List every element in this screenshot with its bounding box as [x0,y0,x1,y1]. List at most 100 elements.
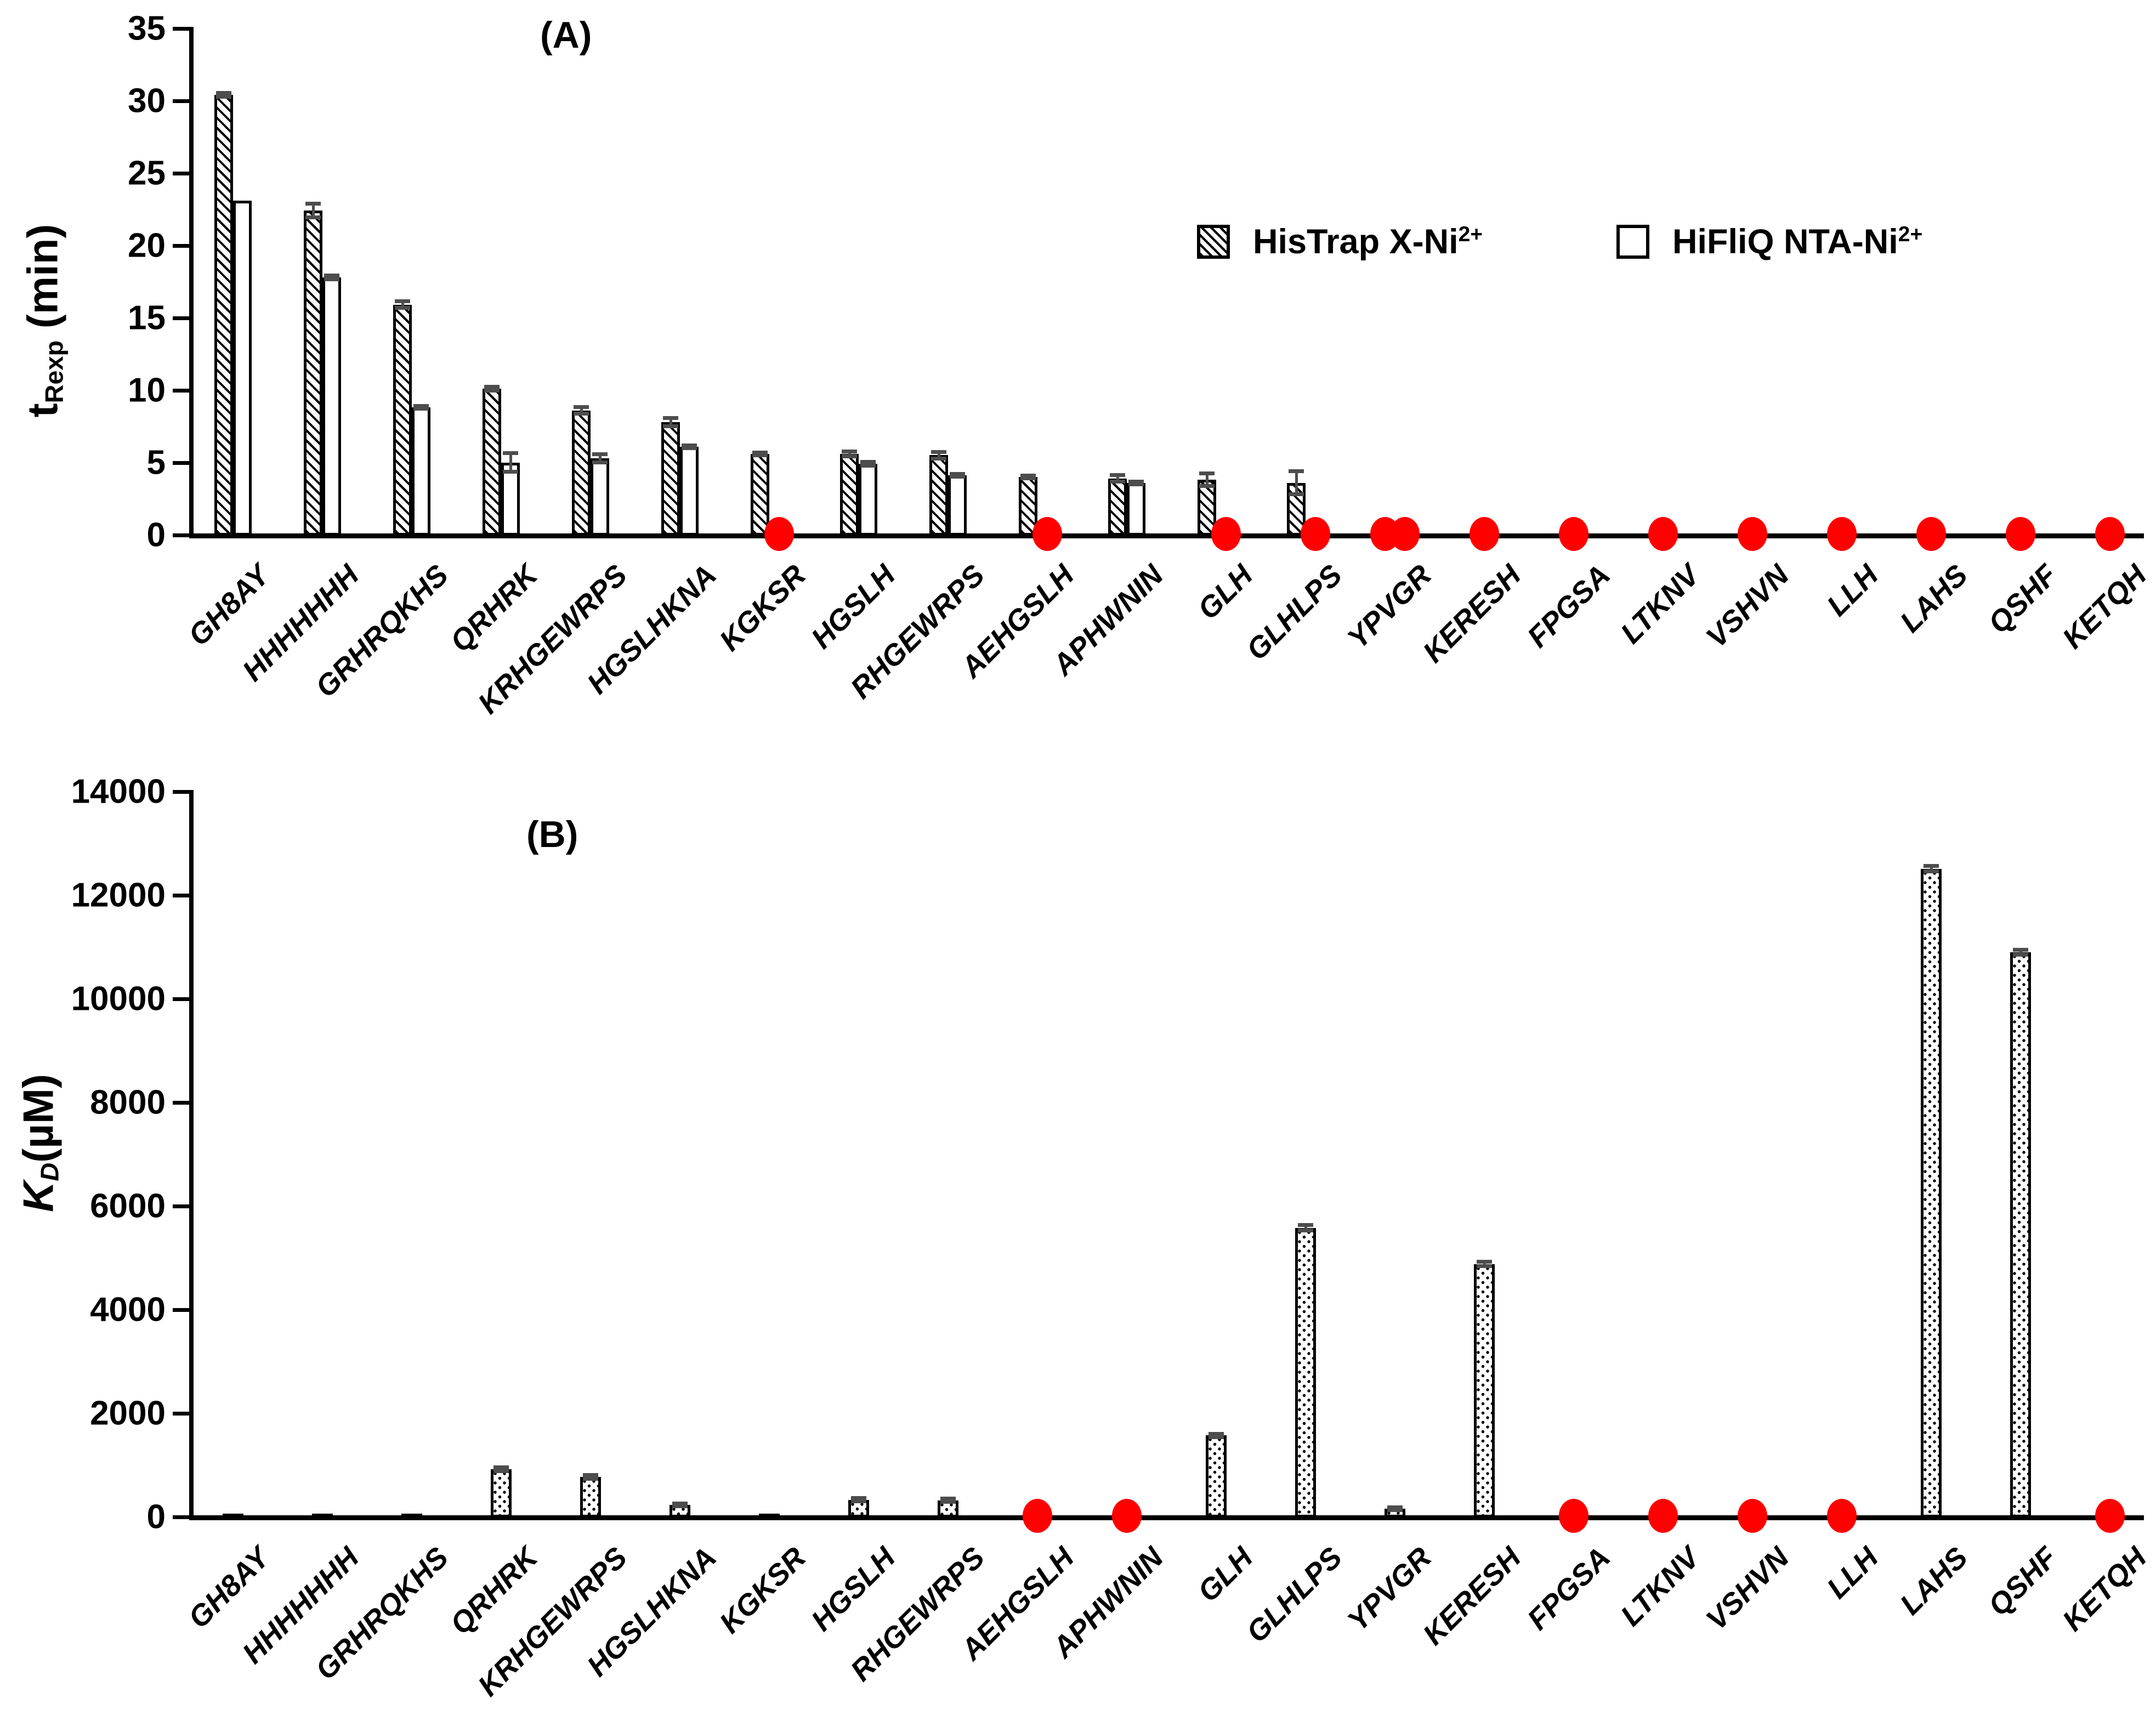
error-cap-bottom-GLHLPS [1298,1229,1313,1233]
y-tick-A-25 [173,172,189,175]
y-tick-label-B-2000: 2000 [90,1394,166,1433]
x-label-VSHVN: VSHVN [1700,1541,1796,1636]
x-label-LAHS: LAHS [1893,1541,1975,1622]
missing-value-dot-KGKSR [764,517,794,551]
error-cap-top-HGSLHKNA [672,1501,688,1505]
missing-value-dot-LTKNV [1648,517,1678,551]
error-cap-top-HGSLHKNA [663,416,678,420]
error-cap-top-RHGEWRPS [950,472,965,476]
legend-label-hifliq-sup: 2+ [1898,223,1923,246]
error-cap-bottom-QRHRK [493,1469,509,1473]
y-tick-B-12000 [173,894,189,897]
error-cap-top-APHWNIN [1128,479,1144,484]
error-bar-KRHGEWRPS [580,407,583,414]
error-cap-bottom-KRHGEWRPS [592,460,608,464]
y-tick-B-10000 [173,997,189,1001]
bar-histrap-GRHRQKHS [401,1513,422,1519]
error-cap-top-APHWNIN [1110,473,1125,478]
error-cap-top-HGSLHKNA [682,443,697,447]
x-label-QSHF: QSHF [1982,558,2064,640]
y-tick-label-B-4000: 4000 [90,1291,166,1329]
error-cap-bottom-HHHHHHH [305,215,321,220]
error-cap-top-QRHRK [493,1465,509,1470]
error-cap-top-GRHRQKHS [413,404,429,408]
legend-label-hifliq: HiFliQ NTA-Ni2+ [1672,222,1922,262]
error-cap-bottom-AEHGSLH [1020,476,1036,481]
bar-histrap-HGSLH [840,453,859,536]
y-tick-A-10 [173,389,189,393]
error-cap-top-KGKSR [752,450,768,454]
x-label-KERESH: KERESH [1416,1541,1528,1652]
missing-value-dot-VSHVN [1738,1499,1767,1533]
bar-hifliq-KRHGEWRPS [591,458,609,536]
y-tick-label-A-35: 35 [128,9,166,48]
missing-value-dot-KERESH [1470,517,1499,551]
panel-B-y-axis [189,790,194,1520]
bar-histrap-GLH [1206,1435,1227,1517]
histrap-hatched-swatch-icon [1197,225,1230,259]
error-cap-top-YPVGR [1387,1505,1403,1509]
missing-value-dot-FPGSA [1559,517,1588,551]
panel-b-y-label-subscript: D [35,1162,64,1181]
y-tick-label-A-5: 5 [146,444,166,482]
error-cap-top-RHGEWRPS [931,450,946,454]
error-bar-QRHRK [509,453,512,472]
bar-histrap-KRHGEWRPS [572,410,591,536]
missing-value-dot-AEHGSLH [1023,1499,1052,1533]
error-cap-top-HGSLH [842,449,857,453]
error-cap-bottom-HGSLH [842,454,857,459]
y-tick-B-4000 [173,1308,189,1312]
error-cap-bottom-APHWNIN [1110,480,1125,484]
bar-histrap-KGKSR [751,453,769,536]
missing-value-dot-LLH [1827,517,1857,551]
y-tick-label-B-10000: 10000 [71,980,166,1018]
hifliq-open-swatch-icon [1616,225,1649,259]
x-label-VSHVN: VSHVN [1700,558,1796,654]
y-tick-A-30 [173,99,189,103]
error-cap-bottom-KRHGEWRPS [583,1476,598,1481]
bar-hifliq-RHGEWRPS [948,475,967,536]
error-cap-bottom-HHHHHHH [324,277,339,281]
bar-histrap-LAHS [1921,868,1942,1517]
y-tick-label-A-0: 0 [146,516,166,554]
error-cap-bottom-KGKSR [752,453,768,457]
bar-histrap-QRHRK [491,1469,512,1517]
missing-value-dot-KETQH [2095,517,2125,551]
error-cap-top-GH8AY [216,91,231,95]
x-label-GLHLPS: GLHLPS [1240,558,1349,667]
error-cap-top-HGSLH [860,460,876,464]
error-cap-top-GLH [1199,471,1215,476]
y-tick-A-20 [173,244,189,248]
bar-hifliq-GH8AY [233,200,252,536]
error-cap-top-QSHF [2013,948,2028,952]
x-label-KERESH: KERESH [1416,558,1528,669]
x-label-KETQH: KETQH [2056,1541,2153,1638]
x-label-LLH: LLH [1820,558,1885,623]
missing-value-dot-QSHF [2006,517,2035,551]
error-cap-top-KRHGEWRPS [583,1473,598,1477]
y-tick-label-A-25: 25 [128,154,166,192]
error-cap-top-GLH [1209,1431,1224,1436]
y-tick-label-B-12000: 12000 [71,876,166,914]
missing-value-dot-KETQH [2095,1499,2125,1533]
x-label-LTKNV: LTKNV [1614,1541,1706,1633]
panel-A-y-axis [189,27,194,538]
error-cap-bottom-GLH [1209,1435,1224,1440]
bar-hifliq-QRHRK [501,462,520,536]
missing-value-dot-GLH [1211,517,1241,551]
missing-value-dot-APHWNIN [1112,1499,1142,1533]
error-cap-top-GLHLPS [1298,1223,1313,1227]
error-cap-bottom-KRHGEWRPS [574,412,589,416]
bar-hifliq-HGSLHKNA [680,446,699,536]
error-cap-top-KRHGEWRPS [574,405,589,409]
error-cap-bottom-KERESH [1477,1264,1492,1269]
missing-value-dot-GLHLPS [1301,517,1330,551]
error-bar-HHHHHHH [311,203,315,218]
legend-label-histrap-sup: 2+ [1458,223,1483,246]
error-cap-top-QRHRK [503,451,518,456]
bar-histrap-GRHRQKHS [393,304,412,536]
bar-histrap-GH8AY [214,95,233,536]
error-cap-bottom-HGSLHKNA [672,1504,688,1509]
bar-histrap-KGKSR [759,1513,780,1519]
y-tick-label-A-15: 15 [128,299,166,337]
